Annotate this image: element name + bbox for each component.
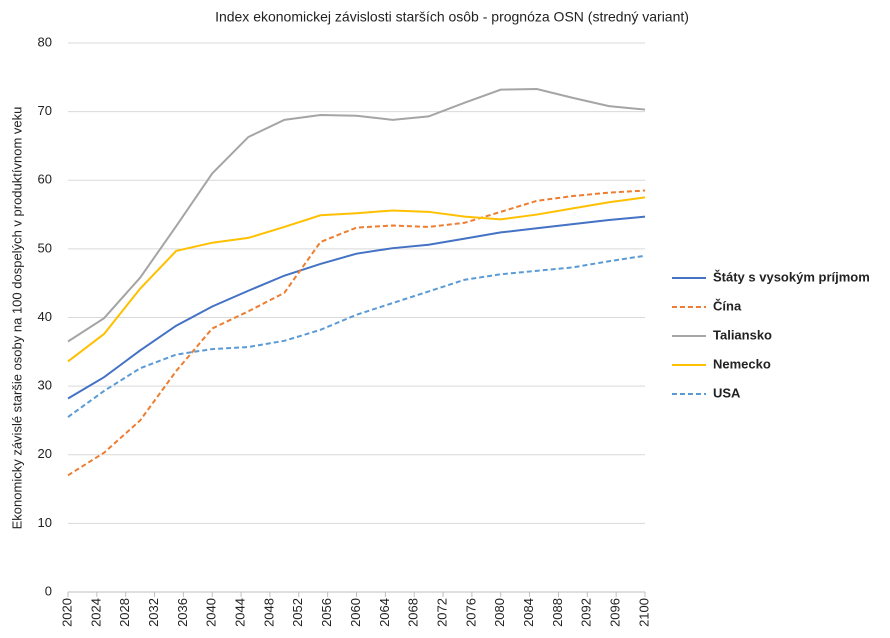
- x-tick-label: 2068: [406, 598, 421, 627]
- y-tick-label: 80: [38, 34, 52, 49]
- y-tick-label: 10: [38, 515, 52, 530]
- x-tick-label: 2036: [175, 598, 190, 627]
- x-tick-label: 2040: [204, 598, 219, 627]
- x-tick-label: 2088: [550, 598, 565, 627]
- x-tick-label: 2020: [59, 598, 74, 627]
- line-series: [67, 254, 646, 418]
- x-tick-label: 2072: [434, 598, 449, 627]
- chart-title: Index ekonomickej závislosti starších os…: [215, 9, 689, 25]
- x-tick-label: 2096: [608, 598, 623, 627]
- y-tick-label: 70: [38, 103, 52, 118]
- x-tick-label: 2032: [146, 598, 161, 627]
- x-tick-label: 2048: [261, 598, 276, 627]
- x-tick-label: 2100: [636, 598, 651, 627]
- x-tick-label: 2024: [88, 598, 103, 627]
- x-tick-label: 2056: [319, 598, 334, 627]
- x-tick-label: 2052: [290, 598, 305, 627]
- legend-label: Čína: [713, 298, 742, 313]
- line-series: [67, 215, 646, 400]
- x-tick-label: 2060: [348, 598, 363, 627]
- legend-label: Štáty s vysokým príjmom: [713, 269, 870, 284]
- x-tick-label: 2076: [463, 598, 478, 627]
- line-series: [67, 87, 646, 343]
- x-tick-label: 2044: [233, 598, 248, 627]
- y-tick-label: 30: [38, 378, 52, 393]
- y-tick-label: 0: [45, 583, 52, 598]
- y-tick-label: 50: [38, 240, 52, 255]
- x-tick-label: 2092: [579, 598, 594, 627]
- x-tick-label: 2080: [492, 598, 507, 627]
- x-tick-label: 2064: [377, 598, 392, 627]
- y-axis-label: Ekonomicky závislé staršie osoby na 100 …: [9, 107, 24, 530]
- legend-label: Nemecko: [713, 356, 771, 371]
- line-series: [67, 189, 646, 477]
- x-tick-label: 2028: [117, 598, 132, 627]
- y-tick-label: 20: [38, 446, 52, 461]
- y-tick-label: 40: [38, 309, 52, 324]
- legend-label: USA: [713, 385, 741, 400]
- x-tick-label: 2084: [521, 598, 536, 627]
- line-series: [67, 196, 646, 363]
- legend-label: Taliansko: [713, 327, 772, 342]
- y-tick-label: 60: [38, 172, 52, 187]
